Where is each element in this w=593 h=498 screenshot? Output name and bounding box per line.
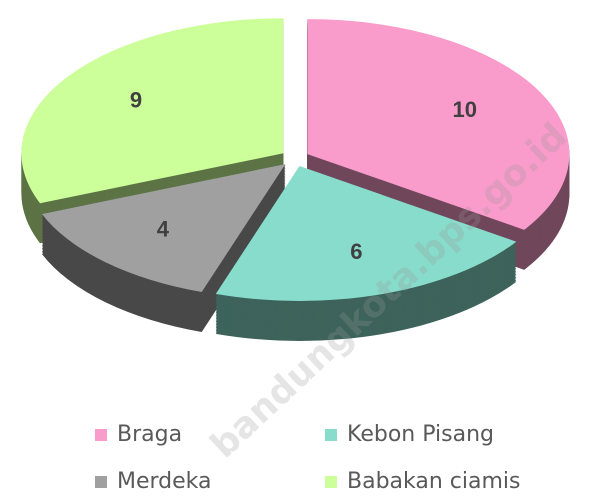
data-label: 10 [453, 97, 477, 122]
slice [41, 164, 286, 293]
data-label: 4 [157, 217, 170, 242]
legend-label: Merdeka [117, 469, 212, 494]
legend-swatch [95, 429, 107, 441]
pie: 10 6 4 9 [21, 18, 570, 341]
data-label: 9 [130, 88, 142, 113]
legend-swatch [95, 476, 107, 488]
slice [307, 19, 570, 230]
legend-swatch [325, 476, 337, 488]
legend-label: Braga [117, 422, 182, 447]
legend: Braga Kebon Pisang Merdeka Babakan ciamis [95, 422, 521, 494]
slice [21, 18, 284, 204]
legend-label: Babakan ciamis [347, 469, 521, 494]
legend-label: Kebon Pisang [347, 422, 494, 447]
slice [215, 165, 517, 301]
data-label: 6 [350, 239, 362, 264]
legend-swatch [325, 429, 337, 441]
